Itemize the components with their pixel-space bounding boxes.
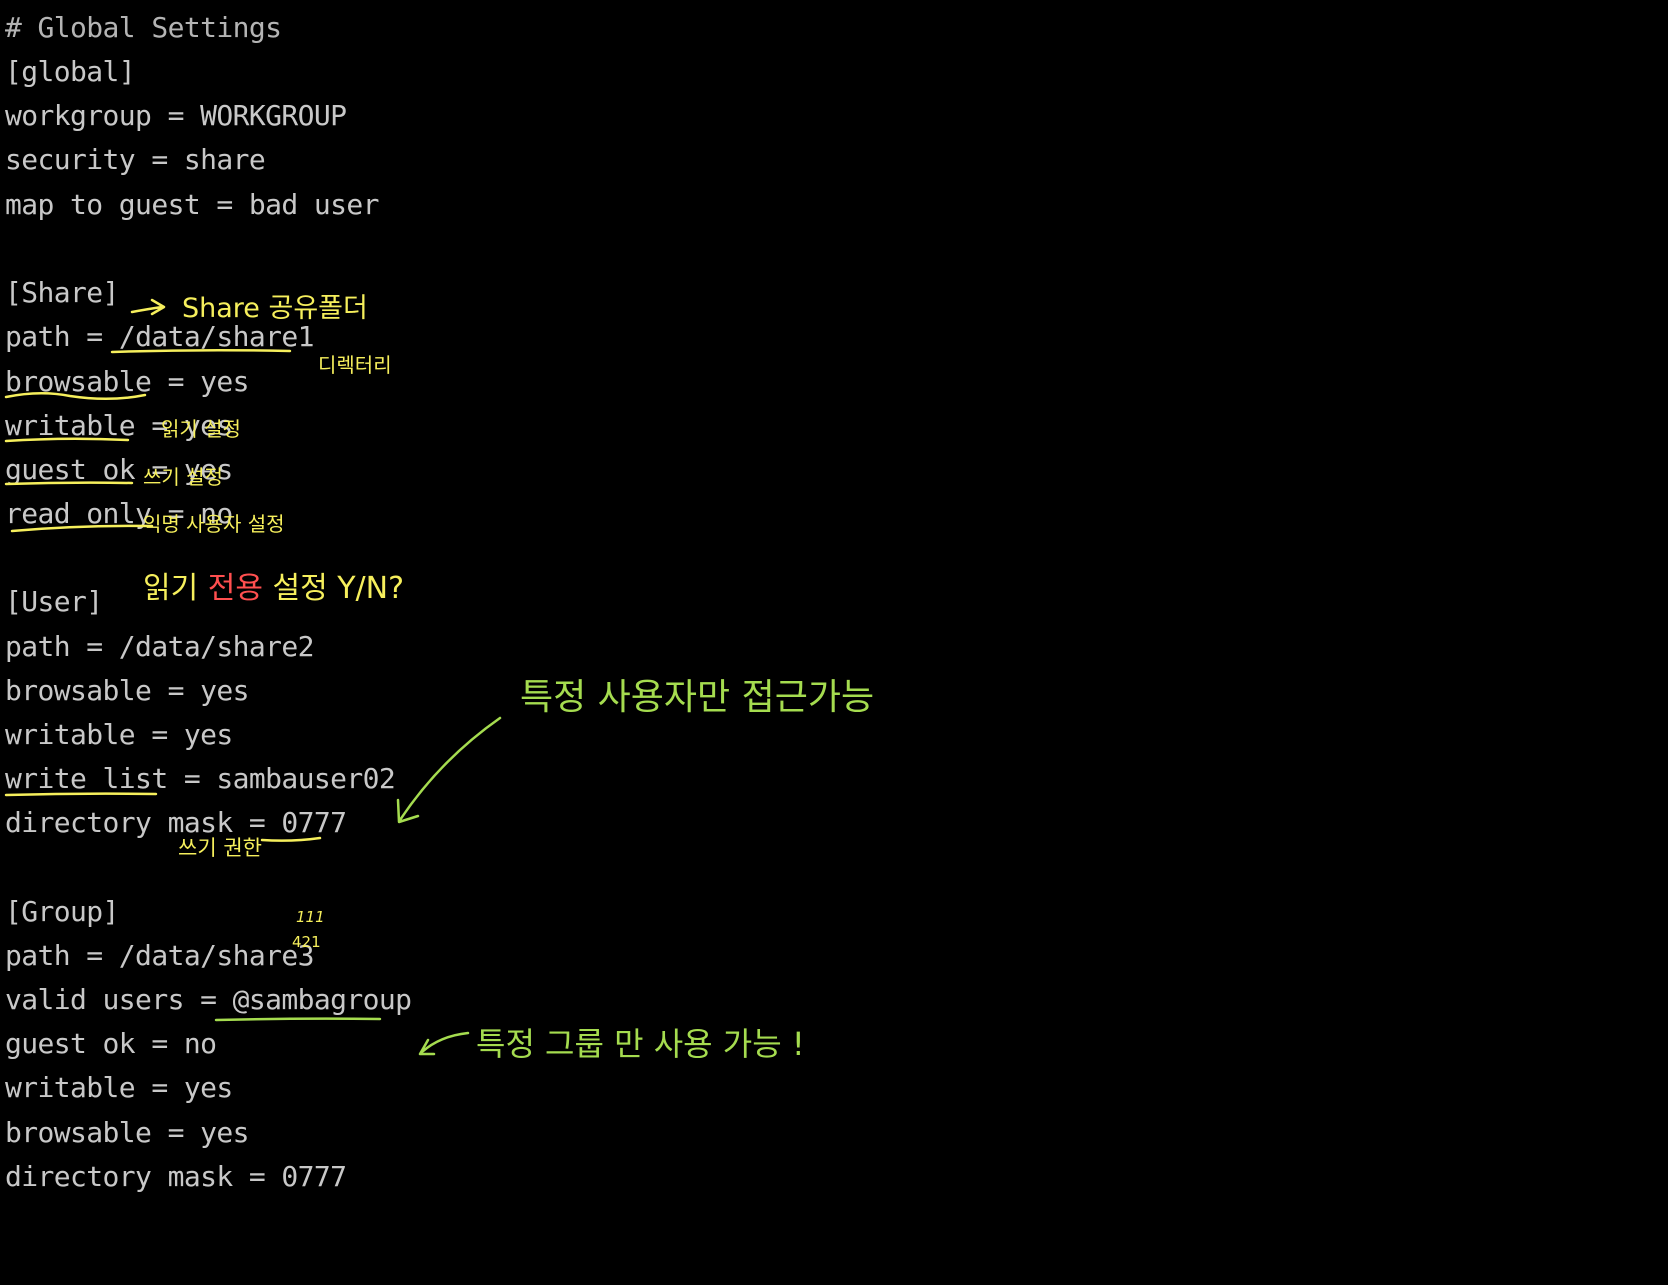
user-directory-mask-value: 0777 [281, 806, 347, 839]
user-directory-mask-line: directory mask = 0777 [5, 803, 347, 843]
note-specific-user-access: 특정 사용자만 접근가능 [520, 677, 875, 718]
note-share-folder: Share 공유폴더 [182, 293, 368, 324]
share-path-value: /data/share1 [118, 320, 315, 353]
group-valid-users-value: @sambagroup [232, 983, 412, 1016]
share-read-only-rest: = no [151, 497, 234, 530]
group-writable-line: writable = yes [5, 1071, 233, 1104]
note-mask-bits-bottom: 421 [292, 933, 321, 951]
user-write-list-key: write list [5, 762, 168, 795]
share-browsable-rest: = yes [151, 365, 250, 398]
share-path-key: path = [5, 320, 119, 353]
global-security-line: security = share [5, 143, 266, 176]
share-writable-key: writable [5, 409, 136, 442]
group-browsable-line: browsable = yes [5, 1116, 249, 1149]
share-guest-ok-key: guest ok [5, 453, 136, 486]
group-path-line: path = /data/share3 [5, 939, 315, 972]
group-section-header: [Group] [5, 895, 119, 928]
user-path-line: path = /data/share2 [5, 630, 315, 663]
share-writable-line: writable = yes [5, 406, 233, 446]
note-write-permission: 쓰기 권한 [178, 836, 262, 860]
group-valid-users-line: valid users = @sambagroup [5, 980, 412, 1020]
user-directory-mask-key: directory mask = [5, 806, 282, 839]
note-directory: 디렉터리 [318, 353, 392, 377]
user-browsable-line: browsable = yes [5, 674, 249, 707]
share-guest-ok-rest: = yes [135, 453, 233, 486]
share-browsable-line: browsable = yes [5, 362, 249, 402]
share-read-only-line: read only = no [5, 494, 233, 534]
global-workgroup-line: workgroup = WORKGROUP [5, 99, 347, 132]
global-section-header: [global] [5, 55, 136, 88]
note-read-only-suffix: 설정 Y/N? [262, 571, 405, 606]
share-browsable-key: browsable [5, 365, 152, 398]
global-comment-line: # Global Settings [5, 11, 282, 44]
user-write-list-rest: = sambauser02 [167, 762, 396, 795]
arrow-specific-group [418, 1031, 470, 1056]
group-directory-mask-line: directory mask = 0777 [5, 1160, 347, 1193]
arrow-specific-user [396, 716, 502, 824]
arrow-share-folder [130, 298, 166, 316]
note-read-only-highlight: 전용 [207, 571, 263, 606]
share-path-line: path = /data/share1 [5, 317, 315, 357]
user-writable-line: writable = yes [5, 718, 233, 751]
group-guest-ok-line: guest ok = no [5, 1027, 217, 1060]
share-section-header: [Share] [5, 276, 119, 309]
note-read-setting: 읽기 설정 [161, 417, 241, 441]
note-write-setting: 쓰기 설정 [143, 465, 223, 489]
note-mask-bits-top: 111 [296, 908, 325, 926]
global-map-to-guest-line: map to guest = bad user [5, 188, 380, 221]
share-guest-ok-line: guest ok = yes [5, 450, 233, 490]
group-valid-users-key: valid users = [5, 983, 233, 1016]
user-write-list-line: write list = sambauser02 [5, 759, 396, 799]
note-anonymous-user-setting: 익명 사용자 설정 [143, 512, 285, 536]
note-specific-group-use: 특정 그룹 만 사용 가능 ! [476, 1025, 805, 1063]
user-section-header: [User] [5, 585, 103, 618]
note-read-only-question: 읽기 전용 설정 Y/N? [143, 574, 404, 604]
share-writable-rest: = yes [135, 409, 233, 442]
share-read-only-key: read only [5, 497, 152, 530]
note-read-only-prefix: 읽기 [143, 571, 208, 606]
